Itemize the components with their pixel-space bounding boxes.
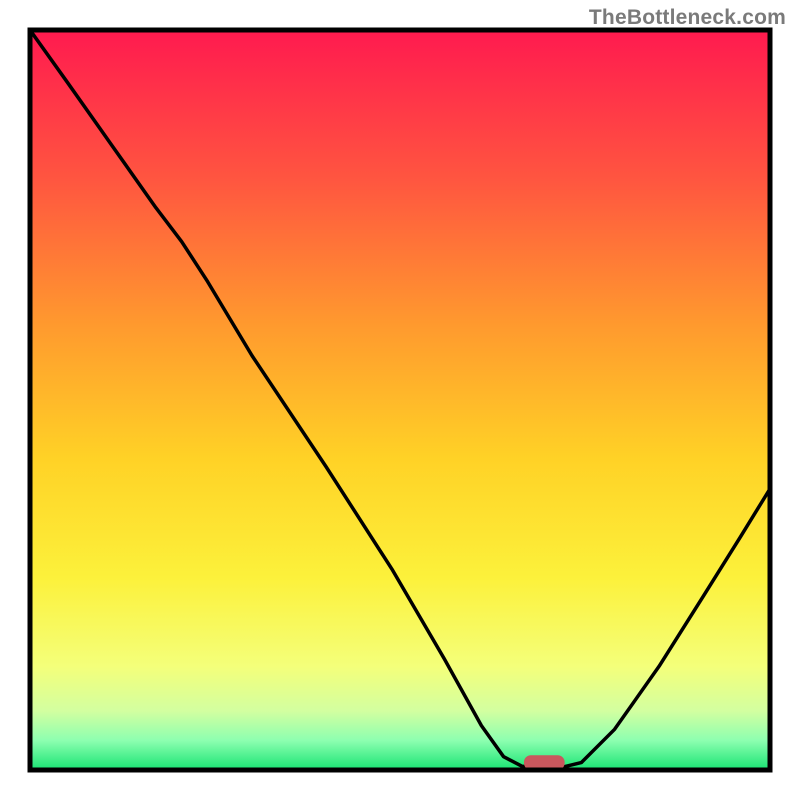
plot-area [30,30,770,770]
watermark-text: TheBottleneck.com [589,6,786,30]
chart-svg [0,0,800,800]
chart-container: TheBottleneck.com [0,0,800,800]
gradient-background [30,30,770,770]
